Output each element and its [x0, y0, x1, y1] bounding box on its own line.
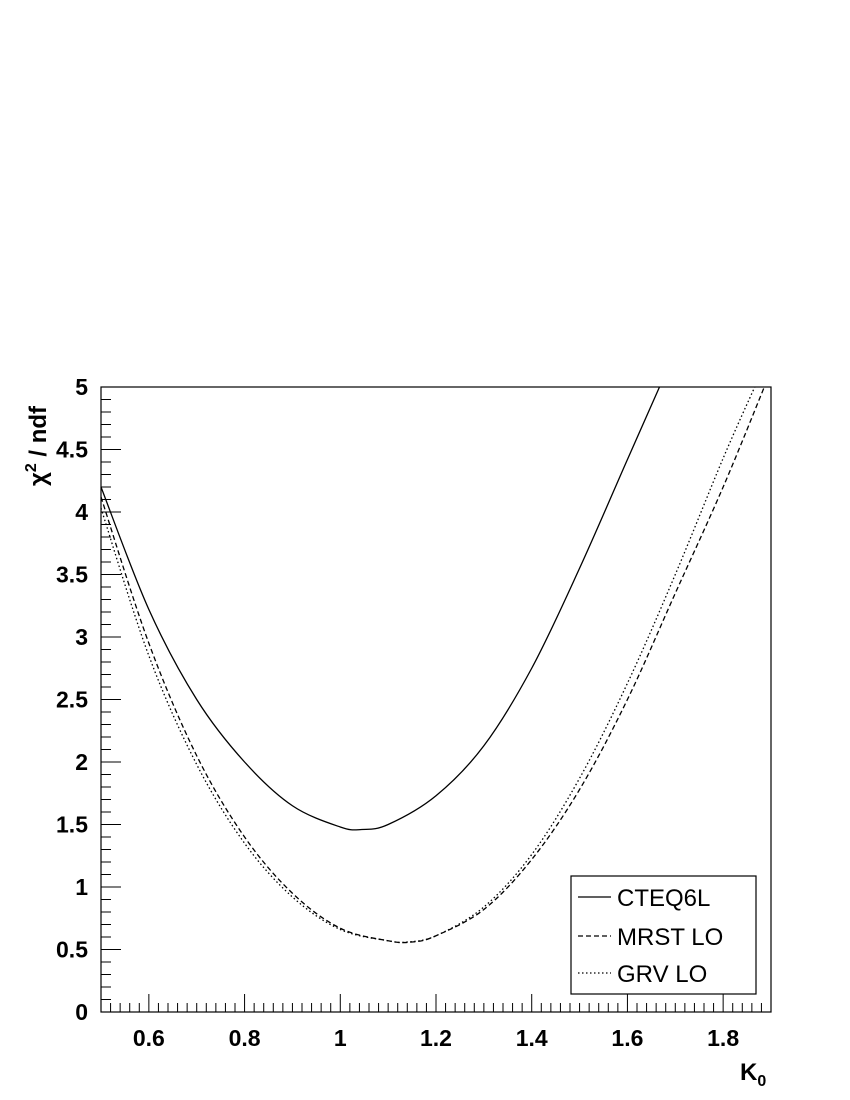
series-curves: [100, 386, 765, 944]
x-tick-label: 1.8: [707, 1025, 739, 1051]
series-line-cteq6l: [100, 386, 661, 831]
y-tick-label: 1: [75, 874, 88, 900]
x-tick-label: 0.8: [229, 1025, 261, 1051]
y-tick-label: 3.5: [56, 562, 88, 588]
y-tick-label: 4: [75, 499, 88, 525]
legend-label-mrst-lo: MRST LO: [617, 924, 723, 951]
y-tick-label: 0.5: [56, 937, 88, 963]
axis-ticks: [100, 386, 772, 1013]
y-axis-title-chi: χ: [25, 472, 52, 486]
y-tick-labels: 0 0.5 1 1.5 2 2.5 3 3.5 4 4.5 5: [56, 374, 88, 1025]
x-axis-title: K0: [740, 1059, 766, 1090]
x-axis-title-subscript: 0: [757, 1073, 766, 1090]
y-axis-title-superscript: 2: [23, 463, 40, 472]
y-tick-label: 0: [75, 999, 88, 1025]
legend-label-grv-lo: GRV LO: [617, 961, 707, 988]
x-tick-label: 1.4: [516, 1025, 548, 1051]
y-tick-label: 2: [75, 749, 88, 775]
legend-box: [570, 875, 757, 995]
x-tick-labels: 0.6 0.8 1 1.2 1.4 1.6 1.8: [133, 1025, 739, 1051]
y-axis-title: χ2 / ndf: [23, 405, 52, 486]
x-tick-label: 1.6: [611, 1025, 643, 1051]
x-tick-label: 1.2: [420, 1025, 452, 1051]
y-tick-label: 2.5: [56, 687, 88, 713]
x-tick-label: 0.6: [133, 1025, 165, 1051]
y-tick-label: 3: [75, 624, 88, 650]
x-tick-label: 1: [334, 1025, 347, 1051]
y-tick-label: 5: [75, 374, 88, 400]
legend: CTEQ6L MRST LO GRV LO: [570, 875, 757, 995]
y-tick-label: 4.5: [56, 437, 88, 463]
series-line-mrst-lo: [100, 386, 765, 944]
y-axis-title-rest: / ndf: [25, 405, 52, 463]
x-axis-title-main: K: [740, 1059, 758, 1086]
series-line-grv-lo: [100, 386, 756, 944]
y-tick-label: 1.5: [56, 812, 88, 838]
legend-label-cteq6l: CTEQ6L: [617, 885, 710, 912]
